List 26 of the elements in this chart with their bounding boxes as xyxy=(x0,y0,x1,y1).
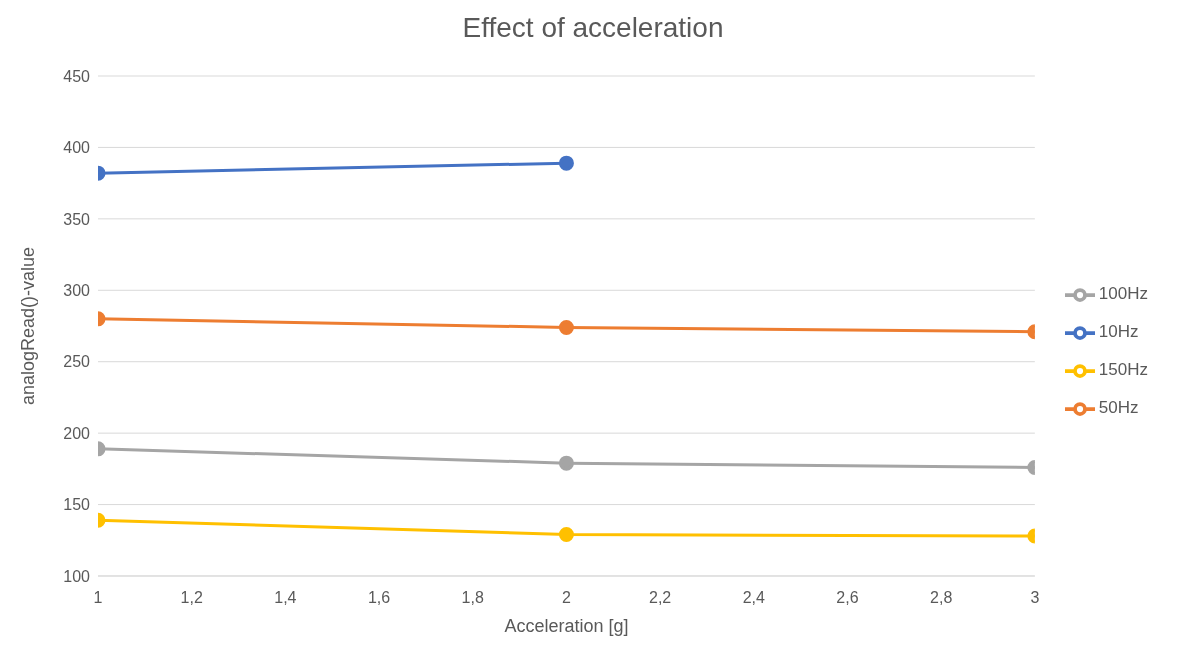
y-tick-label: 100 xyxy=(63,567,91,585)
legend-label: 10Hz xyxy=(1098,322,1139,341)
x-tick-label: 1,6 xyxy=(367,589,391,607)
x-axis-title: Acceleration [g] xyxy=(504,616,629,636)
legend-label: 50Hz xyxy=(1098,398,1139,417)
x-tick-label: 2,2 xyxy=(648,589,672,607)
y-tick-label: 200 xyxy=(63,424,91,442)
x-tick-label: 1,4 xyxy=(274,589,297,607)
y-tick-label: 150 xyxy=(63,496,91,514)
x-tick-label: 2,4 xyxy=(742,589,766,607)
x-tick-label: 1 xyxy=(93,589,103,607)
y-tick-label: 350 xyxy=(63,210,91,228)
y-tick-label: 450 xyxy=(63,67,91,85)
legend-label: 150Hz xyxy=(1098,360,1148,379)
legend-label: 100Hz xyxy=(1098,284,1148,303)
y-axis-title: analogRead()-value xyxy=(18,246,39,406)
x-tick-label: 1,2 xyxy=(180,589,203,607)
x-tick-label: 3 xyxy=(1030,589,1040,607)
y-tick-label: 250 xyxy=(63,353,91,371)
x-tick-label: 1,8 xyxy=(461,589,484,607)
y-tick-label: 400 xyxy=(63,139,91,157)
chart-title: Effect of acceleration xyxy=(461,11,725,45)
x-tick-label: 2,8 xyxy=(930,589,953,607)
x-tick-label: 2 xyxy=(561,589,571,607)
x-tick-label: 2,6 xyxy=(836,589,859,607)
y-tick-label: 300 xyxy=(63,281,91,299)
